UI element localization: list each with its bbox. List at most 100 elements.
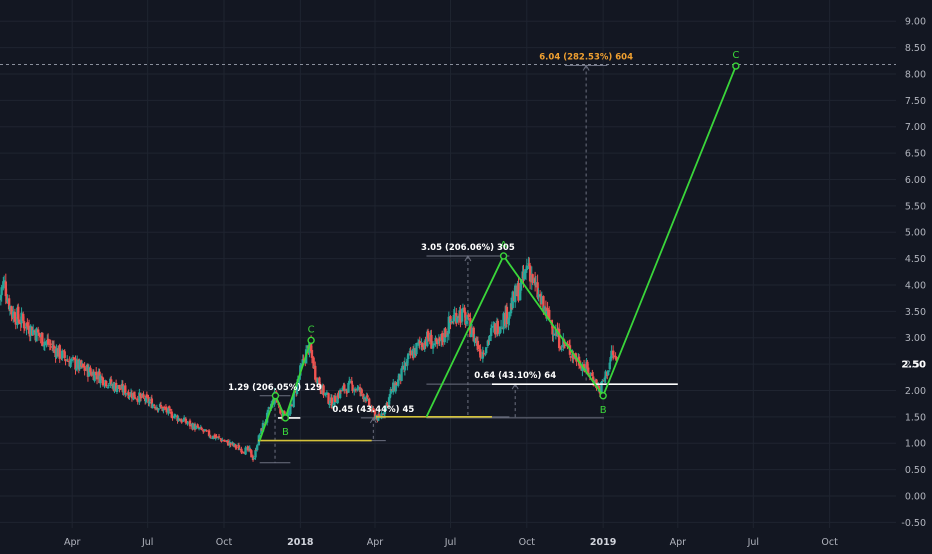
measurement-labels: 1.29 (206.05%) 129 0.45 (43.44%) 45 3.05 (…: [228, 53, 633, 415]
candle-body: [134, 397, 137, 399]
candle-body: [511, 291, 514, 309]
candle-body: [43, 341, 46, 346]
candle-body: [563, 344, 567, 346]
candle-body: [469, 318, 472, 337]
candle-body: [351, 384, 354, 391]
y-tick-label: 0.00: [905, 491, 926, 502]
candle-body: [552, 334, 555, 336]
candle-body: [432, 343, 436, 346]
wave-label: C: [308, 324, 315, 335]
candle-body: [380, 413, 383, 419]
candle-body: [180, 419, 183, 423]
horizontal-lines: [258, 383, 678, 442]
candle-body: [281, 410, 285, 420]
wave-node: [599, 392, 607, 400]
candle-body: [5, 296, 8, 302]
candle-body: [130, 393, 134, 399]
candle-body: [328, 404, 331, 406]
candle-body: [203, 429, 207, 432]
candle-body: [309, 340, 313, 352]
candle-body: [496, 320, 499, 335]
y-tick-label: 8.00: [905, 69, 926, 80]
candle-body: [341, 387, 344, 392]
candle-body: [200, 427, 203, 430]
candle-body: [290, 404, 293, 406]
candle-body: [78, 360, 81, 370]
candle-body: [507, 318, 510, 324]
candle-body: [226, 440, 230, 446]
candle-body: [221, 440, 224, 442]
candle-body: [579, 364, 582, 369]
candle-body: [344, 389, 348, 391]
price-axis[interactable]: 9.00 8.50 8.00 7.50 7.00 6.50 6.00 5.50 5.00 4.50…: [901, 17, 926, 529]
candle-body: [95, 376, 99, 380]
candle-body: [153, 406, 157, 409]
candle-body: [588, 374, 592, 376]
candle-body: [28, 334, 32, 337]
candle-body: [145, 394, 149, 398]
candle-body: [22, 321, 26, 329]
candle-body: [365, 395, 368, 401]
time-axis[interactable]: Apr Jul Oct 2018 Apr Jul Oct 2019 Apr Jul Oct: [64, 537, 838, 548]
candle-body: [519, 279, 523, 291]
candle-body: [267, 407, 270, 409]
candle-body: [400, 368, 403, 381]
candle-body: [572, 353, 575, 359]
candle-body: [436, 340, 439, 345]
candle-body: [387, 397, 391, 405]
candle-body: [589, 372, 592, 375]
candle-body: [372, 407, 375, 411]
candle-body: [133, 391, 136, 398]
candle-body: [336, 394, 339, 404]
candle-body: [127, 392, 130, 399]
candle-body: [254, 450, 257, 458]
wave-label: B: [282, 427, 289, 438]
candle-body: [238, 448, 241, 450]
candle-body: [559, 347, 563, 350]
measure-arrowhead: [369, 416, 377, 424]
wave-lines: B C A B C: [258, 50, 740, 441]
candle-body: [199, 427, 202, 429]
candle-body: [75, 368, 78, 370]
candle-body: [484, 347, 488, 354]
y-tick-label: 7.00: [905, 122, 926, 133]
candle-body: [482, 352, 485, 355]
candle-body: [45, 341, 48, 343]
candle-body: [368, 406, 372, 408]
candle-body: [289, 406, 292, 415]
candle-body: [394, 383, 397, 392]
candle-body: [319, 390, 323, 394]
candle-body: [258, 434, 261, 437]
candle-body: [327, 393, 330, 404]
candle-body: [609, 357, 612, 362]
y-tick-label: 0.50: [905, 465, 926, 476]
candle-body: [537, 294, 540, 298]
candle-body: [499, 326, 503, 328]
candle-body: [531, 274, 534, 284]
candle-body: [426, 331, 429, 347]
candle-body: [241, 451, 244, 453]
candle-body: [255, 445, 259, 451]
candle-body: [58, 345, 61, 359]
x-tick-label: Oct: [216, 537, 233, 548]
candle-body: [412, 348, 416, 358]
wave-node: [271, 392, 280, 400]
wave-label: B: [600, 405, 607, 416]
candle-body: [49, 343, 52, 346]
candle-body: [548, 309, 551, 320]
candle-body: [517, 282, 520, 301]
wave-label: A: [500, 240, 507, 251]
candle-body: [472, 327, 475, 342]
candle-body: [207, 430, 211, 436]
candle-body: [338, 389, 342, 399]
candle-body: [64, 359, 67, 362]
candle-body: [514, 285, 517, 303]
candle-body: [240, 448, 243, 453]
candle-body: [366, 395, 369, 398]
candle-body: [234, 444, 237, 448]
candle-body: [302, 358, 305, 361]
candle-body: [527, 263, 530, 265]
